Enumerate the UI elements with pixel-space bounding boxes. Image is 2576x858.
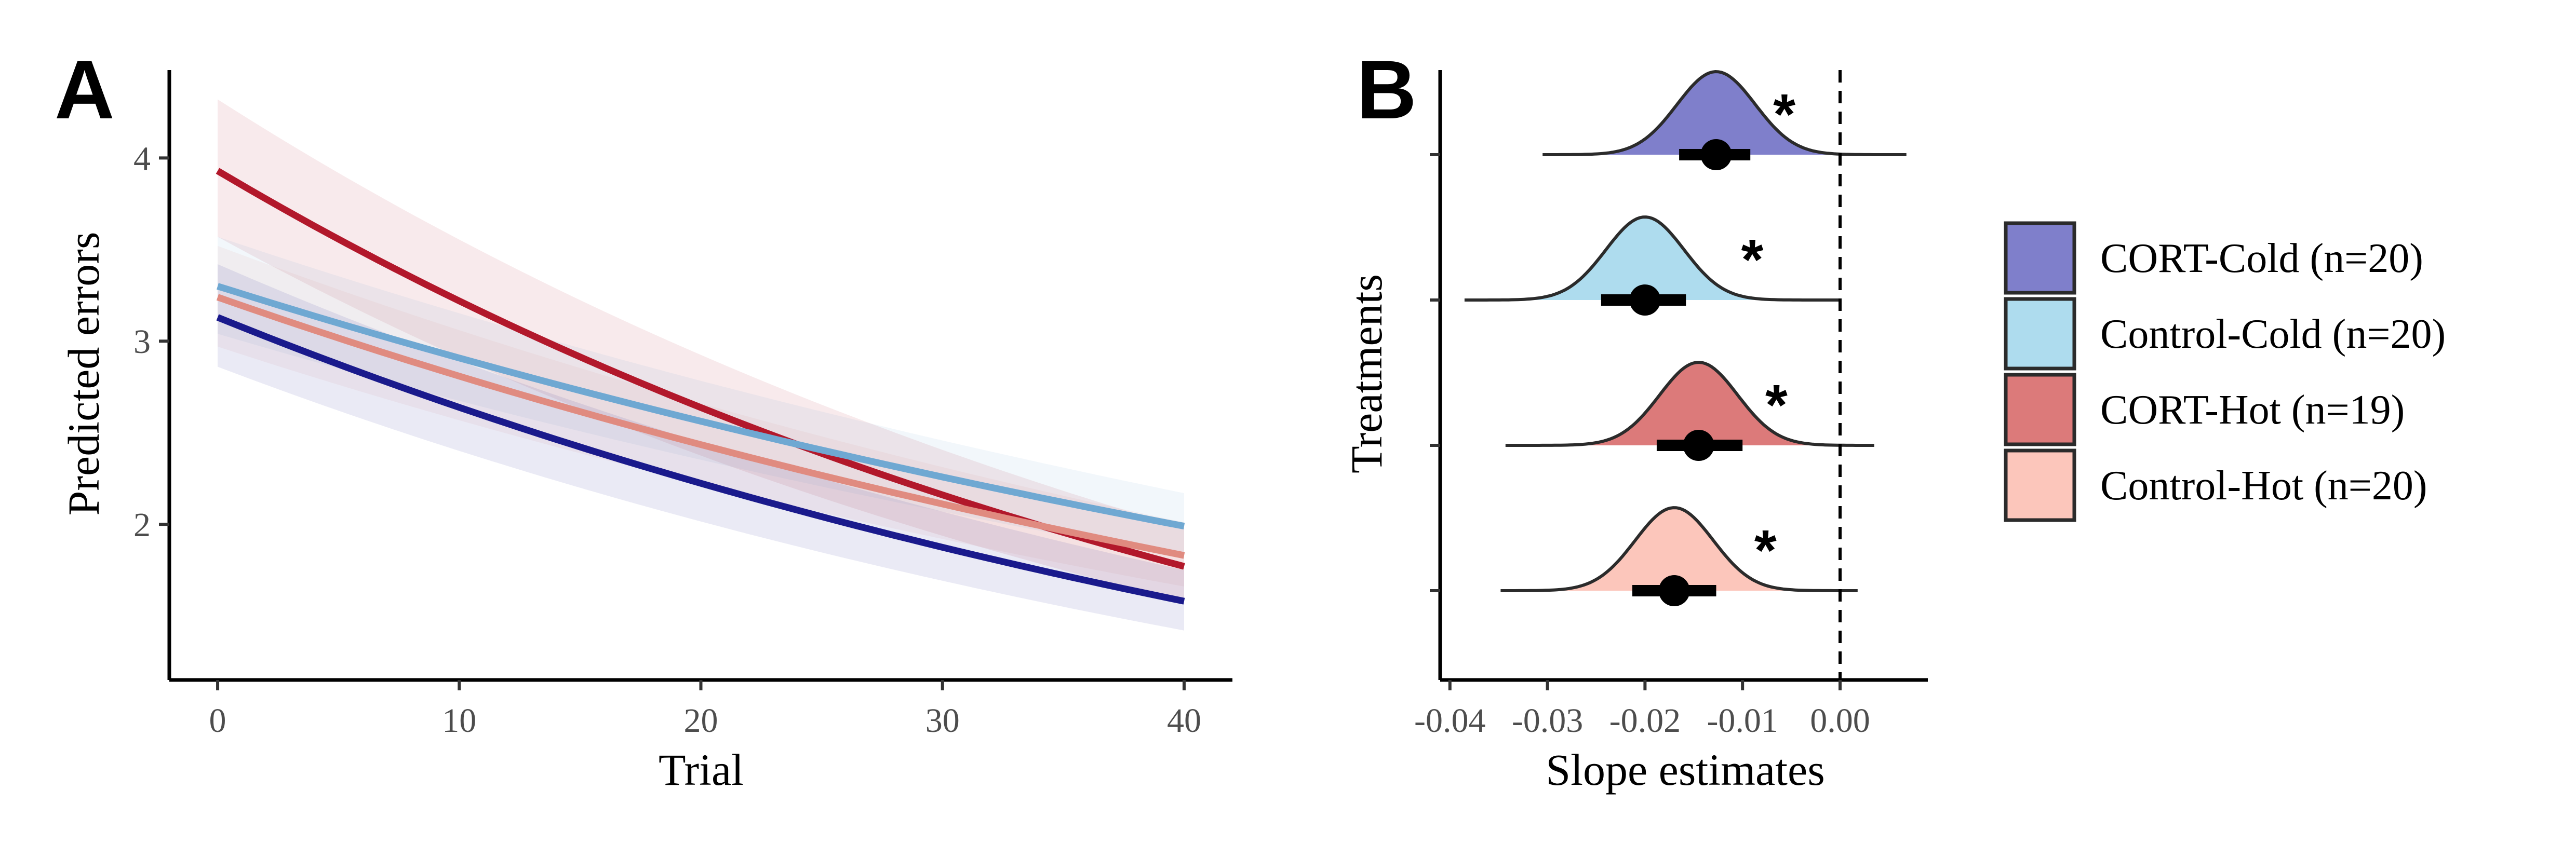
significance-star: * — [1754, 519, 1777, 582]
density-fill — [1500, 508, 1858, 591]
x-tick-label: -0.04 — [1414, 702, 1485, 740]
x-tick-label: -0.02 — [1609, 702, 1681, 740]
legend-key — [2004, 373, 2076, 446]
line-control-hot — [216, 294, 1185, 559]
density-outline — [1505, 360, 1874, 447]
panel-a-y-axis-title: Predicted errors — [59, 232, 109, 516]
panel-a-x-ticks: 0 10 20 30 40 — [209, 680, 1201, 740]
y-tick-label: 2 — [133, 506, 151, 544]
legend-key — [2004, 448, 2076, 522]
median-point — [1658, 575, 1690, 606]
x-tick-label: -0.01 — [1707, 702, 1778, 740]
median-point — [1683, 430, 1714, 461]
legend-key — [2004, 297, 2076, 371]
median-point — [1700, 139, 1732, 170]
panel-b-x-axis-title: Slope estimates — [1546, 745, 1824, 795]
y-tick-label: 3 — [133, 323, 151, 361]
x-tick-label: 40 — [1167, 702, 1201, 740]
panel-b-x-ticks: -0.04 -0.03 -0.02 -0.01 0.00 — [1414, 680, 1870, 740]
density-fill — [1505, 362, 1874, 445]
legend-label: Control-Hot (n=20) — [2100, 463, 2427, 509]
density-outline — [1542, 70, 1907, 156]
legend-key — [2004, 221, 2076, 295]
x-tick-label: 30 — [925, 702, 960, 740]
density-outline — [1500, 506, 1858, 592]
significance-star: * — [1773, 83, 1795, 146]
median-point — [1629, 284, 1661, 316]
density-fill — [1464, 217, 1840, 300]
panel-a: A 0 10 20 30 40 2 3 4 Trial Predicted errors — [55, 43, 1232, 795]
legend-label: Control-Cold (n=20) — [2100, 311, 2446, 357]
panel-b-letter: B — [1357, 43, 1417, 136]
line-cort-cold — [216, 314, 1185, 605]
panel-a-lines — [216, 168, 1185, 605]
panel-b-intervals — [1601, 139, 1751, 606]
x-tick-label: -0.03 — [1512, 702, 1583, 740]
x-tick-label: 10 — [442, 702, 476, 740]
panel-b-y-axis-title: Treatments — [1341, 274, 1391, 473]
panel-a-y-ticks: 2 3 4 — [133, 140, 169, 544]
significance-star: * — [1765, 373, 1788, 437]
panel-a-letter: A — [55, 43, 115, 136]
panel-a-x-axis-title: Trial — [659, 745, 744, 795]
legend-label: CORT-Cold (n=20) — [2100, 236, 2423, 281]
x-tick-label: 20 — [684, 702, 718, 740]
legend-label: CORT-Hot (n=19) — [2100, 387, 2405, 433]
panel-b: B * * * * -0.04 -0.03 -0.02 -0.01 0.00 Slope es… — [1341, 43, 1928, 795]
panel-b-significance-markers: * * * * — [1741, 83, 1796, 582]
panel-b-densities — [1464, 70, 1907, 592]
line-control-cold — [217, 283, 1185, 529]
significance-star: * — [1741, 228, 1764, 292]
density-outline — [1464, 215, 1840, 302]
legend: CORT-Cold (n=20) Control-Cold (n=20) CORT-… — [2004, 221, 2446, 522]
y-tick-label: 4 — [133, 140, 151, 178]
x-tick-label: 0.00 — [1810, 702, 1870, 740]
x-tick-label: 0 — [209, 702, 226, 740]
panel-b-y-ticks — [1430, 153, 1440, 592]
density-fill — [1542, 72, 1907, 155]
